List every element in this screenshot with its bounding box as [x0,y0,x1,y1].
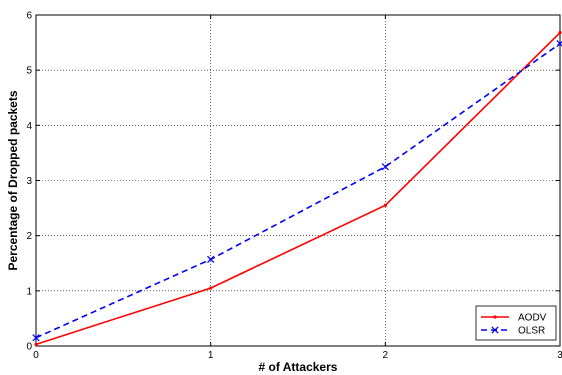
marker-stroke [32,334,40,342]
legend-items: AODV OLSR [481,313,547,337]
series-line-aodv [35,32,561,346]
y-tick-label: 2 [26,231,32,242]
data-point-aodv [383,203,387,207]
data-point-olsr [32,334,40,342]
data-point-aodv [34,342,38,346]
y-tick-label: 4 [26,121,32,132]
legend-marker-olsr [491,326,499,334]
data-point-olsr [207,255,215,264]
series-line-olsr [35,43,561,339]
x-tick-label: 0 [33,350,39,361]
y-tick-label: 6 [26,11,32,22]
legend-item-aodv: AODV [481,313,547,324]
x-tick-label: 1 [208,350,214,361]
data-point-olsr [381,163,389,171]
marker-stroke [207,255,215,264]
x-tick-label: 2 [383,350,389,361]
legend-box [475,305,557,341]
axis-ticks: 0 1 2 3 0 1 2 3 4 5 6 [26,11,562,362]
y-tick-label: 5 [26,66,32,77]
data-point-aodv [209,286,213,290]
marker-stroke [491,326,499,334]
series-olsr [32,40,562,342]
legend: AODV OLSR [475,305,557,341]
series-aodv [34,31,562,346]
grid-lines [36,15,560,346]
marker-stroke [556,40,562,48]
series-group [32,31,562,346]
legend-item-olsr: OLSR [481,326,545,337]
legend-label-olsr: OLSR [518,326,545,337]
x-tick-label: 3 [557,350,562,361]
y-axis-title: Percentage of Dropped packets [6,90,20,270]
y-tick-label: 1 [26,286,32,297]
data-point-aodv [558,31,562,35]
data-point-olsr [556,40,562,48]
legend-label-aodv: AODV [518,313,547,324]
marker-stroke [381,163,389,171]
y-tick-label: 0 [26,342,32,353]
legend-marker-aodv [493,315,497,319]
x-axis-title: # of Attackers [259,360,338,374]
y-tick-label: 3 [26,176,32,187]
